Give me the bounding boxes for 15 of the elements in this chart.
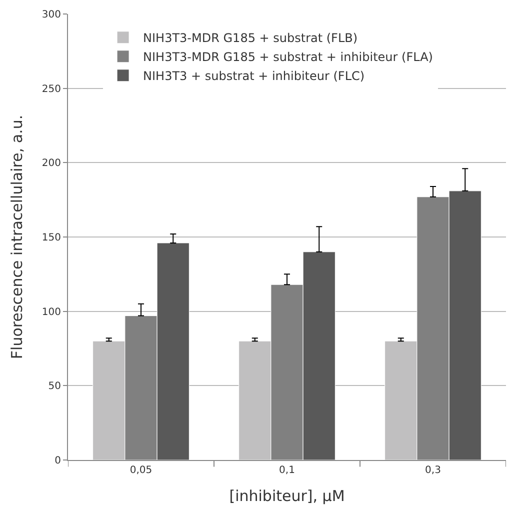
y-axis-title: Fluorescence intracellulaire, a.u. xyxy=(8,114,26,360)
y-tick-label: 300 xyxy=(42,10,61,20)
x-tick-label: 0,05 xyxy=(130,465,152,476)
y-tick-label: 0 xyxy=(54,456,61,466)
x-axis-title: [inhibiteur], µM xyxy=(229,487,345,505)
y-tick-label: 150 xyxy=(42,232,61,244)
legend-label: NIH3T3-MDR G185 + substrat + inhibiteur (FLA) xyxy=(143,50,433,64)
x-tick-label: 0,1 xyxy=(279,465,295,476)
legend-label: NIH3T3 + substrat + inhibiteur (FLC) xyxy=(143,69,365,84)
legend-label: NIH3T3-MDR G185 + substrat (FLB) xyxy=(143,31,358,46)
y-tick-label: 250 xyxy=(42,84,61,95)
y-tick-label: 200 xyxy=(42,158,61,170)
x-tick-label: 0,3 xyxy=(425,465,441,476)
y-tick-label: 50 xyxy=(48,381,61,392)
y-tick-label: 100 xyxy=(42,306,61,318)
